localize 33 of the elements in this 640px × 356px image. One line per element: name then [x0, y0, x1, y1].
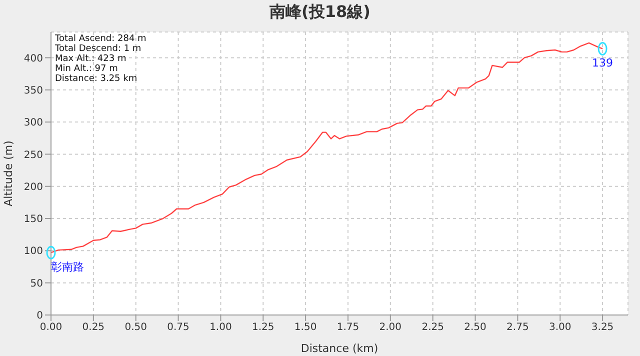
annotation: Total Ascend: 284 m [55, 34, 146, 44]
annotation: Distance: 3.25 km [55, 74, 138, 84]
annotation: Max Alt.: 423 m [55, 54, 128, 64]
x-tick-label: 3.00 [548, 322, 572, 334]
annotation: Min Alt.: 97 m [55, 64, 119, 74]
y-tick-label: 300 [24, 118, 43, 129]
x-tick-label: 2.25 [422, 322, 444, 334]
y-tick-label: 200 [24, 182, 43, 193]
annotation: 139 [592, 56, 614, 70]
y-tick-label: 50 [30, 278, 43, 290]
x-tick-label: 2.00 [379, 322, 402, 334]
chart-title: 南峰(投18線) [268, 2, 372, 23]
x-tick-label: 2.75 [506, 322, 529, 334]
y-tick-label: 250 [24, 150, 43, 161]
x-tick-label: 3.25 [591, 322, 614, 334]
x-tick-label: 0.50 [124, 322, 147, 334]
x-tick-label: 1.50 [294, 322, 317, 334]
x-tick-label: 1.25 [252, 322, 274, 334]
y-tick-label: 0 [36, 310, 43, 322]
x-tick-label: 1.00 [210, 322, 232, 334]
x-tick-label: 0.75 [167, 322, 190, 334]
x-axis-title: Distance (km) [300, 342, 378, 355]
annotation: Total Descend: 1 m [55, 44, 142, 54]
x-tick-label: 2.50 [464, 322, 486, 334]
y-tick-label: 150 [24, 214, 43, 226]
x-tick-label: 0.25 [82, 322, 105, 334]
y-tick-label: 400 [24, 53, 43, 64]
x-tick-label: 1.75 [336, 322, 360, 334]
y-tick-label: 100 [24, 246, 43, 258]
x-tick-label: 0.00 [40, 322, 62, 334]
annotation: 彰南路 [51, 260, 84, 274]
y-axis-title: Altitude (m) [2, 140, 15, 206]
y-tick-label: 350 [24, 85, 43, 96]
